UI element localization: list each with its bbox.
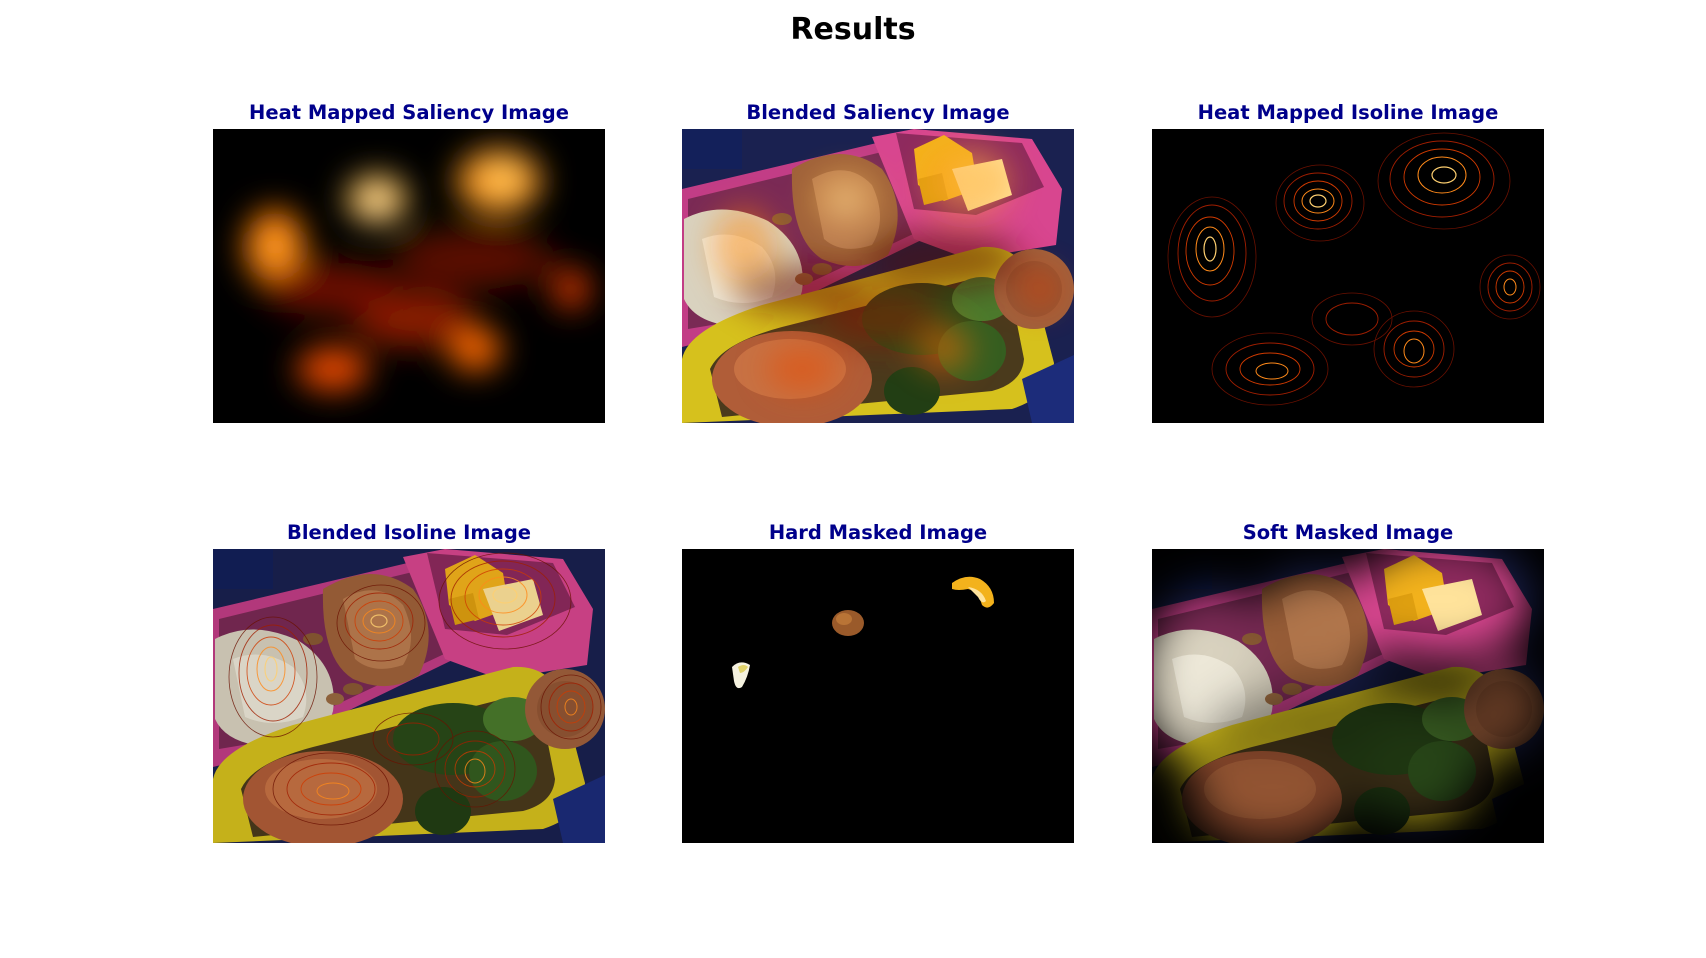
panel-blended-saliency: Blended Saliency Image <box>682 101 1074 423</box>
panel-title: Heat Mapped Isoline Image <box>1197 101 1499 124</box>
panel-heat-mapped-isoline: Heat Mapped Isoline Image <box>1152 101 1544 423</box>
panel-title: Hard Masked Image <box>768 521 988 544</box>
panel-title: Soft Masked Image <box>1242 521 1454 544</box>
panel-heat-mapped-saliency: Heat Mapped Saliency Image <box>213 101 605 423</box>
panel-title: Blended Saliency Image <box>746 101 1010 124</box>
panel-soft-masked: Soft Masked Image <box>1152 521 1544 843</box>
heatmap-isoline-image <box>1152 129 1544 423</box>
blended-isoline-image <box>213 549 605 843</box>
hard-masked-image <box>682 549 1074 843</box>
panel-title: Blended Isoline Image <box>286 521 532 544</box>
panel-hard-masked: Hard Masked Image <box>682 521 1074 843</box>
soft-masked-image <box>1152 549 1544 843</box>
panel-blended-isoline: Blended Isoline Image <box>213 521 605 843</box>
panel-title: Heat Mapped Saliency Image <box>249 101 569 124</box>
figure-title: Results <box>790 12 916 47</box>
blended-saliency-image <box>682 129 1074 423</box>
heatmap-saliency-image <box>213 129 605 423</box>
